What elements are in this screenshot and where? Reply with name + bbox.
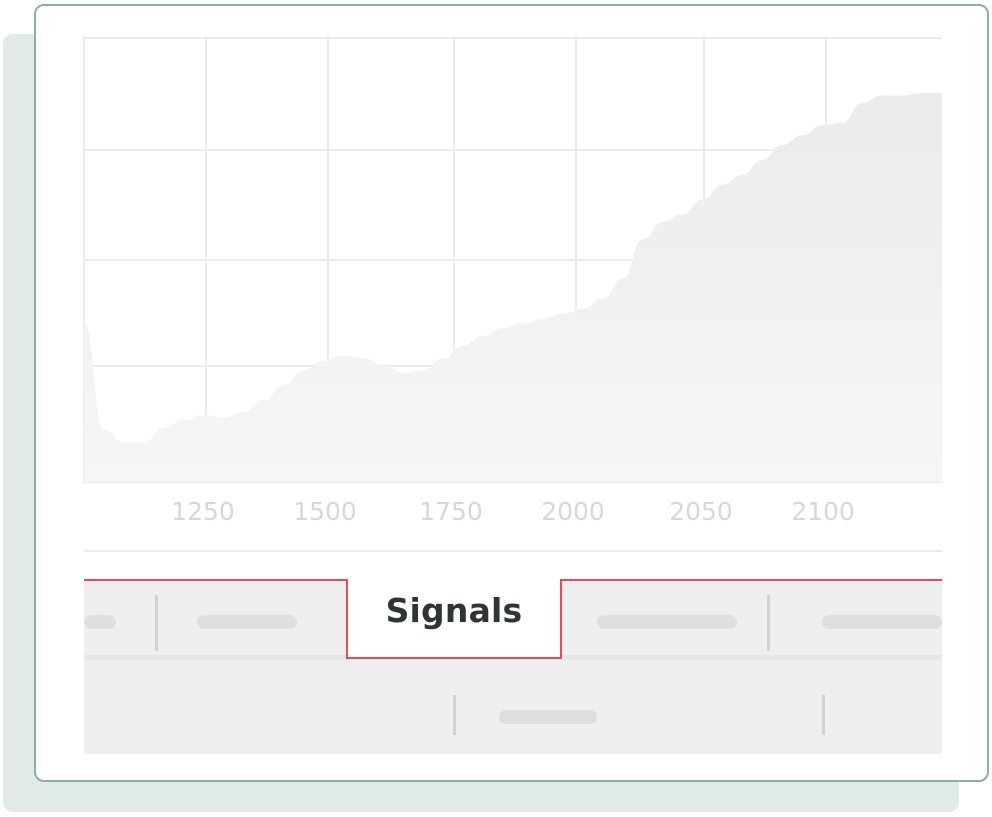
area-chart: 1250 1500 1750 2000 2050 2100 — [83, 36, 942, 526]
x-tick-label: 2100 — [791, 497, 855, 526]
x-tick-label: 1250 — [171, 497, 235, 526]
tab-panel: Signals — [84, 550, 942, 754]
tab-placeholder[interactable] — [597, 615, 737, 629]
tab-separator — [767, 595, 770, 651]
tab-bar-accent-left — [84, 579, 347, 581]
tab-placeholder[interactable] — [197, 615, 297, 629]
panel-divider — [84, 550, 942, 552]
x-tick-label: 1750 — [419, 497, 483, 526]
column-separator — [453, 695, 456, 735]
chart-area-layer — [84, 92, 942, 482]
tab-bar-accent-right — [560, 579, 942, 581]
area-series — [84, 92, 942, 482]
chart-card: 1250 1500 1750 2000 2050 2100 Signals — [34, 4, 989, 782]
tab-separator — [155, 595, 158, 651]
tab-signals-label: Signals — [385, 591, 523, 630]
x-tick-label: 2050 — [669, 497, 733, 526]
content-row — [84, 660, 942, 754]
tab-bar: Signals — [84, 579, 942, 659]
tab-placeholder[interactable] — [822, 615, 942, 629]
x-tick-label: 2000 — [541, 497, 605, 526]
column-separator — [822, 695, 825, 735]
tab-signals[interactable]: Signals — [346, 579, 562, 659]
x-tick-label: 1500 — [293, 497, 357, 526]
tab-placeholder[interactable] — [84, 615, 116, 629]
content-placeholder — [499, 710, 597, 724]
x-axis-ticks: 1250 1500 1750 2000 2050 2100 — [171, 497, 855, 526]
